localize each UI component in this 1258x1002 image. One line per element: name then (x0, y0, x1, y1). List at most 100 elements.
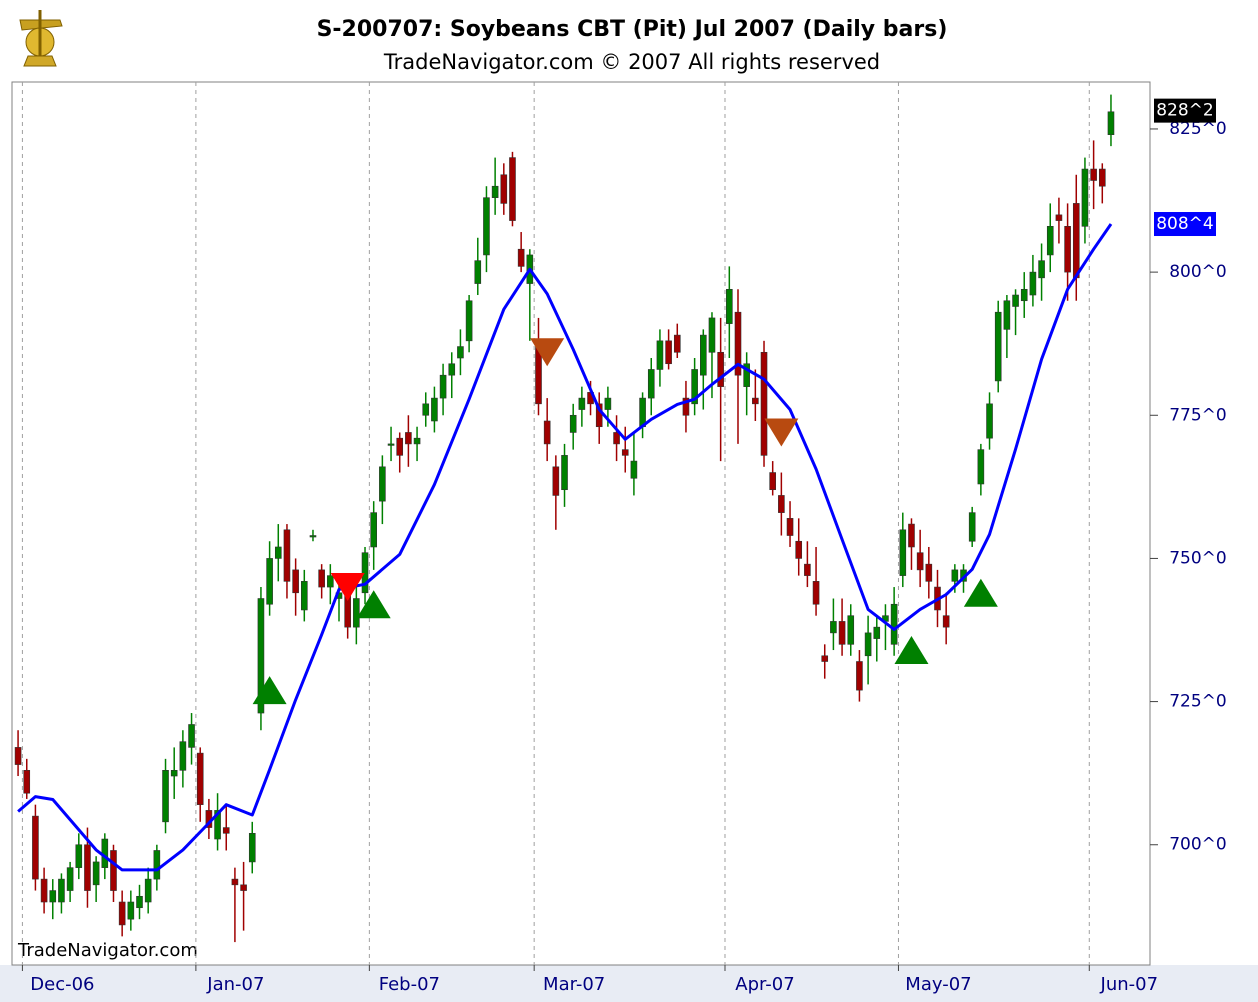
candle-body (890, 603, 898, 645)
candle-body (483, 197, 490, 256)
candle-body (1064, 226, 1071, 273)
candle-body (387, 443, 395, 446)
candle-body (448, 363, 456, 376)
candle-body (925, 563, 933, 582)
y-tick-label: 775^0 (1169, 405, 1227, 425)
candle-body (465, 300, 473, 342)
candle-body (75, 844, 83, 868)
x-tick-label: May-07 (905, 974, 971, 995)
candle-body (561, 455, 568, 491)
signal-up (252, 676, 287, 705)
x-tick-label: Mar-07 (543, 974, 605, 995)
signal-down (764, 418, 799, 447)
candle-body (214, 810, 221, 840)
candle-body (491, 185, 499, 198)
candle-body (665, 340, 672, 365)
candle-body (413, 437, 421, 445)
candle-body (830, 621, 837, 634)
candle-body (457, 346, 464, 359)
candle-body (136, 895, 143, 909)
candle-body (1012, 294, 1019, 307)
candle-body (292, 569, 299, 594)
candle-body (647, 369, 655, 399)
candle-body (500, 174, 508, 204)
candle-body (1029, 271, 1037, 296)
signal-down (330, 573, 365, 602)
candle-body (769, 472, 776, 491)
candle-body (639, 397, 646, 428)
candle-body (786, 518, 794, 536)
candle-body (509, 157, 516, 221)
candle-body (170, 770, 178, 777)
candle-body (717, 351, 724, 387)
candle-body (552, 466, 560, 496)
candle-body (1020, 288, 1028, 302)
candle-body (595, 403, 603, 428)
candle-body (196, 752, 204, 805)
candle-body (578, 397, 586, 410)
candle-body (118, 901, 126, 926)
candle-body (821, 655, 829, 662)
x-tick-label: Jun-07 (1100, 974, 1159, 995)
candle-body (569, 414, 577, 433)
candle-body (370, 512, 377, 548)
candle-body (439, 374, 447, 399)
candle-body (908, 523, 915, 548)
candle-body (40, 878, 48, 903)
candle-body (804, 563, 811, 576)
candles (14, 94, 1115, 943)
x-tick-label: Apr-07 (735, 974, 794, 995)
y-tick-label: 750^0 (1169, 548, 1227, 568)
candle-body (23, 770, 31, 794)
price-tag (1154, 98, 1216, 123)
candle-body (778, 495, 785, 513)
candle-body (752, 397, 759, 405)
candle-body (604, 397, 612, 410)
candle-body (517, 248, 525, 267)
logo (8, 4, 72, 76)
candle-body (743, 363, 750, 387)
signal-up (356, 590, 391, 619)
candle-body (1081, 168, 1089, 227)
candle-body (153, 850, 161, 880)
candle-body (84, 844, 91, 891)
candle-body (986, 403, 993, 439)
watermark: TradeNavigator.com (17, 940, 198, 961)
candle-body (708, 317, 716, 353)
y-tick-label: 700^0 (1169, 835, 1227, 855)
candle-body (734, 311, 742, 376)
candle-body (361, 552, 369, 594)
chart-subtitle: TradeNavigator.com © 2007 All rights res… (383, 50, 880, 74)
candle-body (405, 432, 412, 445)
y-tick-label: 725^0 (1169, 692, 1227, 712)
signal-up (894, 636, 929, 665)
candle-body (899, 529, 907, 576)
candle-body (431, 397, 438, 422)
candle-body (968, 512, 976, 542)
signal-up (963, 578, 998, 607)
candle-body (656, 340, 664, 370)
y-tick-label: 825^0 (1169, 119, 1227, 139)
candle-body (630, 460, 638, 479)
candle-body (379, 466, 386, 502)
candle-body (726, 288, 733, 324)
candle-body (1072, 203, 1080, 279)
candle-body (942, 615, 950, 628)
x-tick-label: Dec-06 (30, 974, 94, 995)
candle-body (847, 615, 855, 645)
candle-body (1090, 168, 1097, 181)
candle-body (1003, 300, 1011, 330)
candle-body (110, 850, 117, 891)
candle-body (222, 827, 230, 834)
candle-body (613, 432, 620, 445)
candle-body (682, 397, 690, 416)
x-axis-band (0, 965, 1258, 1002)
plot-area (11, 81, 1151, 966)
candle-body (1038, 260, 1045, 279)
moving-average (17, 223, 1113, 872)
y-tick-label: 800^0 (1169, 262, 1227, 282)
candle-body (856, 661, 863, 691)
price-tag (1154, 212, 1216, 237)
